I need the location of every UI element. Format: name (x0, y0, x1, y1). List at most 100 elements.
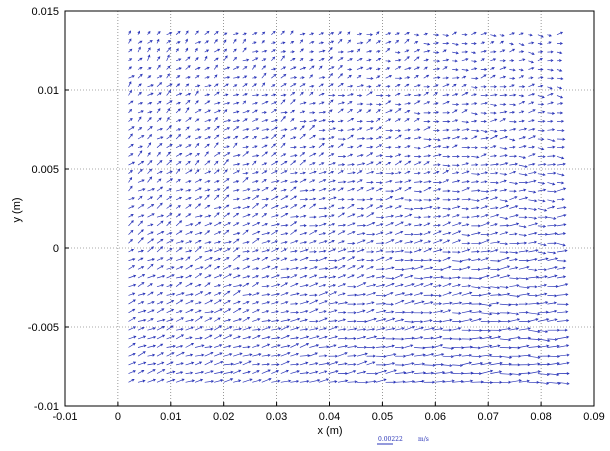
vector-arrow (242, 66, 248, 70)
vector-arrow (414, 311, 424, 315)
vector-arrow (328, 127, 337, 131)
vector-arrow (471, 119, 478, 123)
vector-arrow (166, 47, 172, 53)
vector-arrow (490, 103, 498, 107)
vector-arrow (547, 216, 557, 220)
vector-arrow (376, 241, 385, 245)
vector-arrow (385, 155, 394, 159)
vector-arrow (518, 215, 528, 219)
vector-arrow (318, 101, 325, 105)
vector-arrow (214, 101, 221, 105)
vector-arrow (214, 344, 223, 348)
vector-arrow (328, 222, 336, 227)
vector-arrow (147, 238, 155, 244)
vector-arrow (471, 76, 479, 80)
vector-arrow (395, 196, 405, 201)
vector-arrow (185, 38, 188, 44)
vector-arrow (156, 38, 160, 44)
vector-arrow (147, 168, 153, 174)
vector-arrow (395, 327, 405, 331)
vector-arrow (261, 39, 265, 44)
vector-arrow (347, 108, 353, 114)
reference-vector-value: 0.00222 (378, 436, 403, 443)
vector-arrow (309, 352, 318, 357)
vector-arrow (233, 153, 241, 157)
vector-arrow (356, 302, 366, 306)
vector-arrow (213, 83, 219, 88)
vector-arrow (556, 328, 568, 332)
vector-arrow (128, 153, 134, 157)
vector-arrow (194, 90, 199, 96)
vector-arrow (547, 33, 553, 37)
vector-arrow (223, 229, 230, 235)
vector-arrow (537, 338, 551, 343)
vector-arrow (509, 93, 517, 97)
vector-arrow (328, 266, 338, 270)
vector-arrow (537, 110, 546, 114)
vector-arrow (309, 32, 315, 36)
vector-arrow (252, 160, 257, 166)
vector-arrow (376, 249, 384, 253)
vector-arrow (528, 370, 541, 374)
vector-arrow (490, 240, 501, 244)
vector-arrow (395, 380, 406, 384)
vector-arrow (204, 257, 213, 261)
vector-arrow (299, 274, 308, 279)
vector-arrow (194, 283, 202, 288)
vector-arrow (547, 59, 554, 62)
vector-arrow (347, 153, 354, 157)
vector-arrow (280, 379, 292, 383)
vector-arrow (204, 291, 212, 296)
vector-arrow (156, 56, 161, 61)
vector-arrow (452, 239, 462, 244)
vector-arrow (137, 309, 147, 314)
vector-arrow (290, 379, 300, 383)
vector-arrow (404, 160, 412, 166)
vector-arrow (175, 101, 181, 105)
vector-arrow (537, 275, 548, 279)
vector-arrow (480, 180, 488, 184)
vector-arrow (166, 196, 173, 201)
vector-arrow (337, 265, 346, 270)
vector-arrow (385, 302, 394, 306)
vector-arrow (452, 320, 463, 324)
vector-arrow (461, 33, 468, 37)
vector-arrow (394, 205, 402, 209)
vector-arrow (480, 67, 488, 71)
vector-arrow (471, 31, 477, 36)
vector-arrow (556, 302, 569, 306)
vector-arrow (280, 310, 290, 314)
vector-arrow (461, 102, 470, 106)
vector-arrow (166, 151, 171, 157)
vector-arrow (318, 58, 325, 62)
vector-arrow (156, 352, 164, 357)
vector-arrow (385, 353, 397, 357)
vector-arrow (137, 135, 145, 140)
vector-arrow (461, 109, 468, 114)
vector-arrow (414, 93, 422, 97)
vector-arrow (433, 214, 442, 218)
vector-arrow (204, 179, 211, 183)
vector-arrow (461, 223, 470, 227)
vector-arrow (318, 162, 325, 166)
vector-arrow (518, 119, 525, 123)
vector-arrow (395, 76, 403, 80)
vector-arrow (233, 101, 240, 105)
vector-arrow (366, 283, 377, 288)
vector-arrow (166, 221, 172, 227)
vector-arrow (204, 49, 210, 53)
vector-arrow (299, 39, 304, 44)
vector-arrow (347, 265, 356, 270)
vector-arrow (242, 83, 248, 88)
vector-arrow (356, 127, 363, 131)
vector-arrow (328, 66, 335, 70)
vector-arrow (480, 274, 490, 279)
vector-arrow (242, 145, 249, 149)
vector-arrow (490, 118, 498, 122)
vector-arrow (128, 274, 137, 279)
vector-arrow (442, 120, 451, 124)
vector-arrow (499, 327, 511, 331)
vector-arrow (452, 103, 460, 106)
vector-arrow (509, 120, 517, 124)
vector-arrow (137, 214, 145, 218)
